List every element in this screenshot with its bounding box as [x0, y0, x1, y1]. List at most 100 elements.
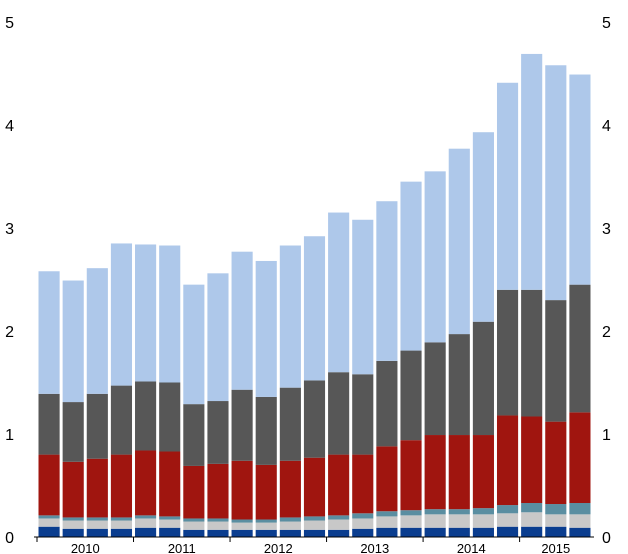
- bar-segment-s0-b15: [400, 527, 422, 537]
- bar-segment-s0-b13: [352, 528, 374, 537]
- bar-segment-s3-b16: [424, 435, 446, 510]
- bar-segment-s4-b22: [569, 284, 591, 413]
- bar-segment-s0-b14: [376, 527, 398, 537]
- bar-segment-s3-b11: [303, 457, 326, 517]
- y-tick-label-left: 1: [5, 427, 14, 444]
- bar-segment-s1-b2: [86, 520, 108, 529]
- bar-segment-s1-b14: [376, 516, 398, 528]
- bar-segment-s0-b10: [279, 529, 301, 537]
- bar-segment-s5-b17: [448, 148, 470, 335]
- bar-segment-s5-b21: [545, 65, 567, 301]
- bar-segment-s2-b11: [303, 516, 326, 521]
- bar-segment-s5-b22: [569, 74, 591, 285]
- bar-segment-s2-b16: [424, 509, 446, 515]
- bar-segment-s1-b9: [255, 522, 277, 530]
- bar-segment-s1-b4: [135, 518, 157, 528]
- y-tick-label-left: 5: [5, 15, 14, 32]
- bar-segment-s2-b22: [569, 503, 591, 515]
- bar-segment-s2-b15: [400, 510, 422, 516]
- bar-segment-s0-b21: [545, 526, 567, 537]
- bar-segment-s0-b9: [255, 529, 277, 537]
- bar-segment-s4-b2: [86, 393, 108, 459]
- bar-segment-s0-b1: [62, 528, 84, 537]
- bar-segment-s5-b10: [279, 245, 301, 388]
- bar-segment-s2-b12: [328, 515, 350, 520]
- bar-segment-s3-b6: [183, 465, 205, 519]
- x-year-label: 2014: [457, 541, 486, 554]
- bar-segment-s0-b7: [207, 529, 229, 537]
- bar-segment-s1-b19: [496, 513, 519, 527]
- bar-segment-s1-b5: [159, 519, 181, 528]
- bar-segment-s1-b10: [279, 521, 301, 530]
- bar-segment-s5-b15: [400, 181, 422, 351]
- bar-segment-s0-b11: [303, 529, 326, 537]
- bar-segment-s1-b22: [569, 514, 591, 528]
- bar-segment-s3-b22: [569, 412, 591, 504]
- bar-segment-s1-b3: [110, 520, 133, 529]
- bar-segment-s4-b15: [400, 350, 422, 441]
- y-tick-label-left: 2: [5, 324, 14, 341]
- bar-segment-s0-b0: [38, 526, 60, 537]
- bar-segment-s2-b2: [86, 517, 108, 521]
- bar-segment-s3-b1: [62, 461, 84, 518]
- bar-segment-s0-b3: [110, 528, 133, 537]
- bar-segment-s0-b22: [569, 527, 591, 537]
- bar-segment-s5-b20: [521, 53, 543, 290]
- bar-segment-s5-b13: [352, 219, 374, 375]
- x-year-label: 2015: [541, 541, 570, 554]
- bar-segment-s4-b5: [159, 382, 181, 452]
- bar-segment-s1-b16: [424, 514, 446, 528]
- bar-segment-s1-b6: [183, 521, 205, 530]
- bar-segment-s4-b18: [472, 321, 494, 436]
- bar-segment-s2-b10: [279, 517, 301, 522]
- x-axis-labels: 2010 2011 2012 2013 2014 2015: [71, 541, 570, 554]
- bar-segment-s4-b17: [448, 334, 470, 436]
- bar-segment-s3-b18: [472, 435, 494, 509]
- bar-segment-s0-b18: [472, 527, 494, 537]
- year-tick-marks: [36, 537, 521, 542]
- bar-segment-s3-b4: [135, 450, 157, 516]
- bar-segment-s2-b8: [231, 519, 253, 523]
- bar-segment-s5-b5: [159, 245, 181, 383]
- bar-segment-s5-b7: [207, 273, 229, 402]
- bar-segment-s0-b6: [183, 529, 205, 537]
- bar-segment-s0-b12: [328, 529, 350, 537]
- bar-segment-s4-b1: [62, 402, 84, 462]
- left-y-axis: 0 1 2 3 4 5: [5, 15, 14, 547]
- bar-segment-s2-b4: [135, 515, 157, 519]
- bar-segment-s4-b3: [110, 385, 133, 455]
- bar-segment-s4-b11: [303, 380, 326, 458]
- bar-segment-s1-b20: [521, 512, 543, 527]
- x-year-label: 2011: [168, 541, 196, 554]
- bar-segment-s2-b17: [448, 509, 470, 515]
- bar-segment-s2-b1: [62, 517, 84, 521]
- bar-segment-s3-b2: [86, 458, 108, 518]
- x-year-label: 2013: [360, 541, 389, 554]
- bar-segment-s0-b5: [159, 527, 181, 537]
- y-tick-label-right: 4: [602, 118, 611, 135]
- bar-segment-s0-b8: [231, 529, 253, 537]
- bar-segment-s4-b21: [545, 300, 567, 422]
- bar-segment-s2-b0: [38, 515, 60, 519]
- y-tick-label-left: 3: [5, 221, 14, 238]
- x-year-label: 2012: [264, 541, 293, 554]
- right-y-axis: 0 1 2 3 4 5: [602, 15, 611, 547]
- bar-segment-s2-b13: [352, 513, 374, 519]
- bar-segment-s1-b1: [62, 520, 84, 529]
- bar-segment-s1-b11: [303, 520, 326, 530]
- bar-segment-s4-b20: [521, 289, 543, 417]
- bar-segment-s2-b21: [545, 504, 567, 515]
- bar-segment-s3-b9: [255, 464, 277, 520]
- bar-segment-s2-b6: [183, 518, 205, 522]
- bar-segment-s5-b0: [38, 271, 60, 394]
- bar-segment-s5-b8: [231, 251, 253, 390]
- bar-segment-s3-b0: [38, 454, 60, 516]
- bar-segment-s3-b14: [376, 446, 398, 512]
- bar-segment-s1-b18: [472, 514, 494, 528]
- bar-segment-s0-b4: [135, 527, 157, 537]
- bar-segment-s3-b20: [521, 416, 543, 504]
- y-tick-label-left: 4: [5, 118, 14, 135]
- bar-segment-s5-b3: [110, 243, 133, 386]
- bar-segment-s5-b4: [135, 244, 157, 382]
- bar-segment-s2-b19: [496, 505, 519, 514]
